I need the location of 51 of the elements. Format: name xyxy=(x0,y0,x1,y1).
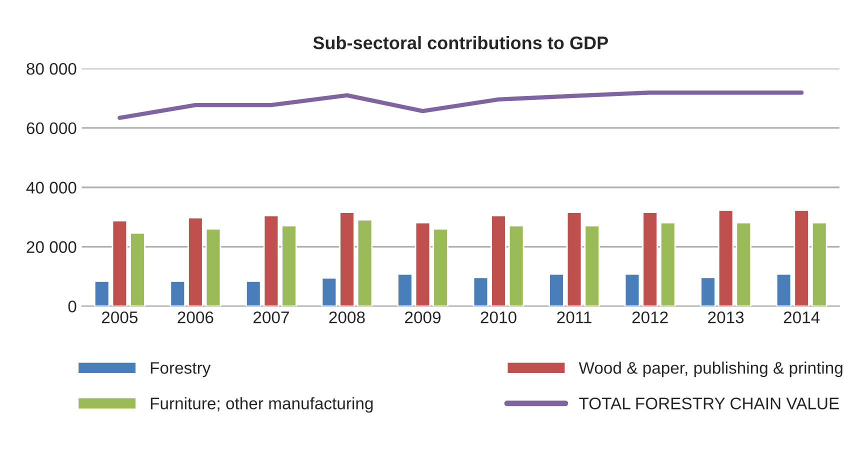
bar xyxy=(812,222,828,306)
bar xyxy=(112,220,128,306)
bar xyxy=(94,280,110,306)
bar xyxy=(205,228,222,306)
x-tick-label: 2014 xyxy=(784,311,820,324)
x-tick-label: 2008 xyxy=(329,311,365,324)
bar xyxy=(188,216,204,306)
bar xyxy=(736,222,752,306)
y-tick-label: 60 000 xyxy=(26,122,76,134)
bar xyxy=(624,273,640,306)
x-tick-label: 2006 xyxy=(178,311,214,324)
bar xyxy=(700,276,716,306)
bar xyxy=(281,224,297,306)
legend-label: TOTAL FORESTRY CHAIN VALUE xyxy=(579,398,839,410)
x-tick-label: 2009 xyxy=(405,311,440,324)
x-tick-label: 2005 xyxy=(102,311,138,324)
bar xyxy=(794,210,810,306)
bar xyxy=(397,273,413,306)
bar xyxy=(246,280,262,306)
x-tick-label: 2010 xyxy=(480,311,516,324)
bar xyxy=(548,273,564,306)
chart-title: Sub-sectoral contributions to GDP xyxy=(313,36,608,50)
legend-label: Wood & paper, publishing & printing xyxy=(578,362,842,378)
bar xyxy=(508,224,524,306)
x-tick-label: 2013 xyxy=(708,311,744,324)
bar xyxy=(642,212,658,306)
legend-label: Furniture; other manufacturing xyxy=(150,397,373,413)
bar xyxy=(566,212,582,306)
y-tick-label: 0 xyxy=(68,300,76,312)
bar xyxy=(356,219,373,306)
x-tick-label: 2011 xyxy=(557,311,592,324)
x-tick-label: 2007 xyxy=(254,311,289,324)
legend-label: Forestry xyxy=(150,362,211,378)
bar xyxy=(660,222,676,306)
y-tick-label: 20 000 xyxy=(26,241,76,253)
bar xyxy=(339,212,355,306)
bar xyxy=(718,210,734,306)
bar xyxy=(263,214,280,306)
y-tick-label: 80 000 xyxy=(26,62,76,75)
y-tick-label: 40 000 xyxy=(26,182,76,194)
bar xyxy=(490,214,506,306)
bar xyxy=(321,277,338,306)
bar xyxy=(776,273,792,306)
bar xyxy=(130,232,146,306)
line-series xyxy=(118,90,804,120)
x-tick-label: 2012 xyxy=(632,311,668,324)
bar xyxy=(472,276,489,306)
bar xyxy=(432,228,448,306)
bar xyxy=(170,280,186,306)
bar xyxy=(414,222,431,306)
bar xyxy=(584,224,600,306)
